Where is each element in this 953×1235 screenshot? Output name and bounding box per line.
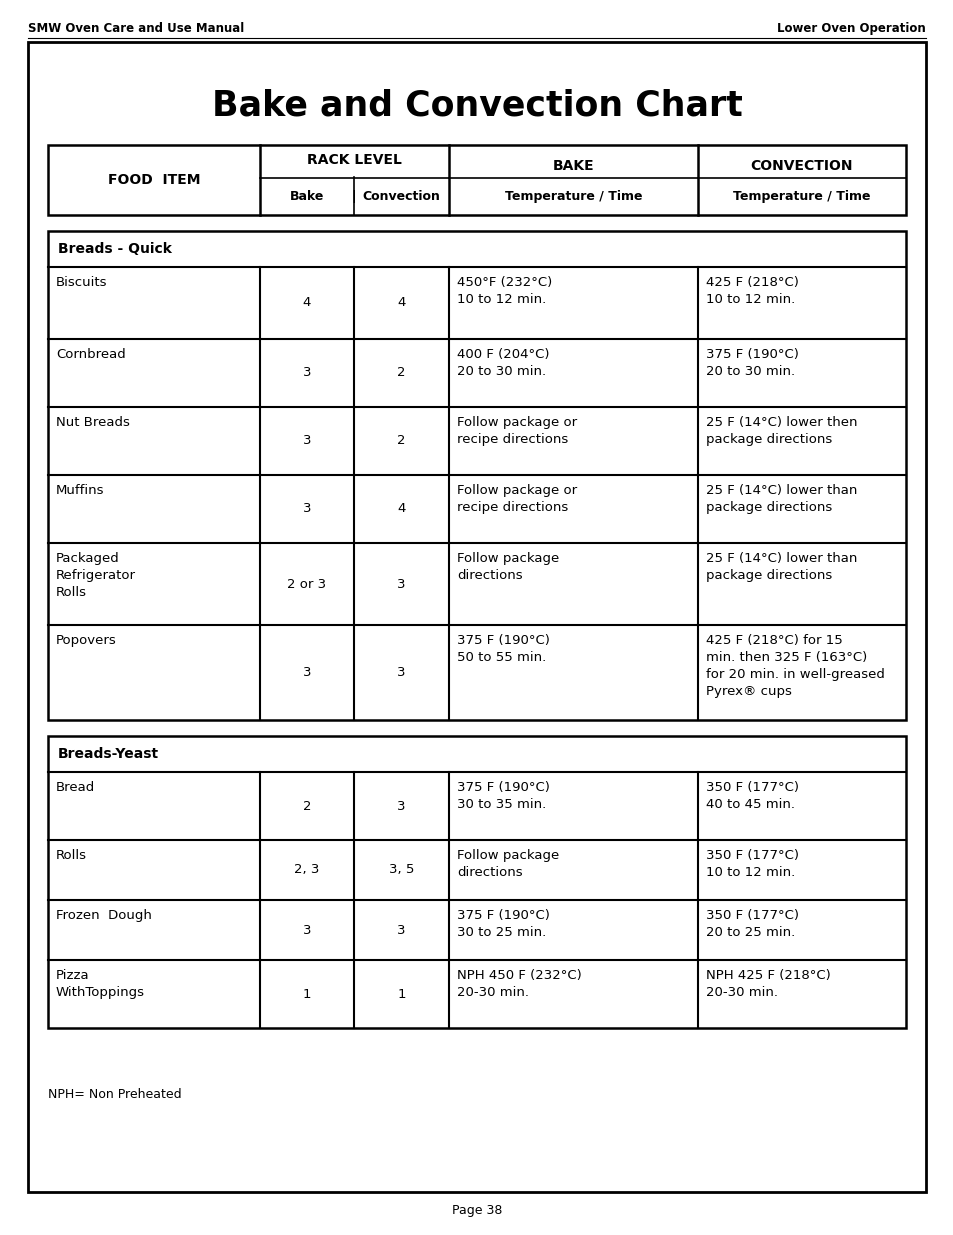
Text: 3: 3 (396, 799, 405, 813)
Text: Lower Oven Operation: Lower Oven Operation (777, 22, 925, 35)
Text: 4: 4 (396, 503, 405, 515)
Text: 450°F (232°C)
10 to 12 min.: 450°F (232°C) 10 to 12 min. (456, 275, 552, 306)
Text: Breads - Quick: Breads - Quick (58, 242, 172, 256)
Text: 2: 2 (396, 367, 405, 379)
Text: Popovers: Popovers (56, 634, 116, 647)
Text: Temperature / Time: Temperature / Time (504, 190, 641, 203)
Text: Muffins: Muffins (56, 484, 105, 496)
Text: 3: 3 (302, 924, 311, 936)
Bar (48, 736, 905, 1028)
Text: 375 F (190°C)
20 to 30 min.: 375 F (190°C) 20 to 30 min. (705, 348, 798, 378)
Text: Follow package or
recipe directions: Follow package or recipe directions (456, 484, 577, 514)
Text: NPH= Non Preheated: NPH= Non Preheated (48, 1088, 181, 1100)
Text: Follow package
directions: Follow package directions (456, 848, 559, 879)
Text: Bake and Convection Chart: Bake and Convection Chart (212, 88, 741, 122)
Text: 2: 2 (302, 799, 311, 813)
Text: FOOD  ITEM: FOOD ITEM (108, 173, 200, 186)
Text: 350 F (177°C)
10 to 12 min.: 350 F (177°C) 10 to 12 min. (705, 848, 798, 879)
Text: 4: 4 (396, 296, 405, 310)
Text: CONVECTION: CONVECTION (750, 159, 852, 173)
Text: 4: 4 (302, 296, 311, 310)
Text: NPH 450 F (232°C)
20-30 min.: NPH 450 F (232°C) 20-30 min. (456, 969, 581, 999)
Text: Nut Breads: Nut Breads (56, 416, 130, 429)
Text: 25 F (14°C) lower than
package directions: 25 F (14°C) lower than package direction… (705, 484, 856, 514)
Text: 3: 3 (302, 435, 311, 447)
Text: BAKE: BAKE (552, 159, 594, 173)
Text: Pizza
WithToppings: Pizza WithToppings (56, 969, 145, 999)
Text: |: | (351, 190, 355, 203)
Text: 425 F (218°C)
10 to 12 min.: 425 F (218°C) 10 to 12 min. (705, 275, 798, 306)
Text: Breads-Yeast: Breads-Yeast (58, 747, 159, 761)
Text: SMW Oven Care and Use Manual: SMW Oven Care and Use Manual (28, 22, 244, 35)
Text: 350 F (177°C)
20 to 25 min.: 350 F (177°C) 20 to 25 min. (705, 909, 798, 939)
Text: 3: 3 (396, 578, 405, 590)
Text: 2: 2 (396, 435, 405, 447)
Text: Bake: Bake (290, 190, 324, 203)
Text: 2 or 3: 2 or 3 (287, 578, 326, 590)
Text: Rolls: Rolls (56, 848, 87, 862)
Text: 375 F (190°C)
30 to 25 min.: 375 F (190°C) 30 to 25 min. (456, 909, 550, 939)
Text: 3: 3 (302, 666, 311, 679)
Text: Follow package
directions: Follow package directions (456, 552, 559, 582)
Text: 425 F (218°C) for 15
min. then 325 F (163°C)
for 20 min. in well-greased
Pyrex® : 425 F (218°C) for 15 min. then 325 F (16… (705, 634, 883, 698)
Text: 2, 3: 2, 3 (294, 863, 319, 877)
Text: Temperature / Time: Temperature / Time (732, 190, 870, 203)
Text: Bread: Bread (56, 781, 95, 794)
Text: 350 F (177°C)
40 to 45 min.: 350 F (177°C) 40 to 45 min. (705, 781, 798, 811)
Text: 3: 3 (302, 503, 311, 515)
Text: 3: 3 (396, 924, 405, 936)
Bar (48, 144, 905, 215)
Text: NPH 425 F (218°C)
20-30 min.: NPH 425 F (218°C) 20-30 min. (705, 969, 830, 999)
Text: Biscuits: Biscuits (56, 275, 108, 289)
Text: 3, 5: 3, 5 (389, 863, 414, 877)
Text: 375 F (190°C)
50 to 55 min.: 375 F (190°C) 50 to 55 min. (456, 634, 550, 664)
Text: Follow package or
recipe directions: Follow package or recipe directions (456, 416, 577, 446)
Text: 375 F (190°C)
30 to 35 min.: 375 F (190°C) 30 to 35 min. (456, 781, 550, 811)
Bar (48, 231, 905, 720)
Text: Cornbread: Cornbread (56, 348, 126, 361)
Text: 1: 1 (396, 988, 405, 1000)
Text: 400 F (204°C)
20 to 30 min.: 400 F (204°C) 20 to 30 min. (456, 348, 549, 378)
Text: 25 F (14°C) lower than
package directions: 25 F (14°C) lower than package direction… (705, 552, 856, 582)
Text: RACK LEVEL: RACK LEVEL (307, 153, 402, 168)
Text: Packaged
Refrigerator
Rolls: Packaged Refrigerator Rolls (56, 552, 136, 599)
Text: 3: 3 (302, 367, 311, 379)
Text: 25 F (14°C) lower then
package directions: 25 F (14°C) lower then package direction… (705, 416, 857, 446)
Text: Frozen  Dough: Frozen Dough (56, 909, 152, 923)
Text: 3: 3 (396, 666, 405, 679)
Text: Convection: Convection (362, 190, 440, 203)
Text: Page 38: Page 38 (452, 1204, 501, 1216)
Text: 1: 1 (302, 988, 311, 1000)
